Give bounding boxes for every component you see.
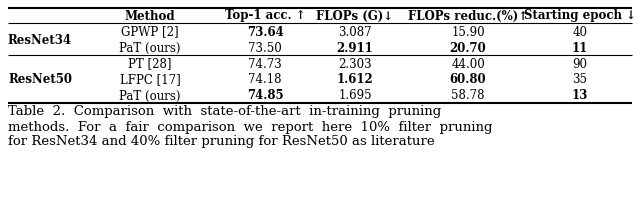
Text: FLOPs reduc.(%)↑: FLOPs reduc.(%)↑: [408, 9, 528, 22]
Text: 58.78: 58.78: [451, 89, 484, 102]
Text: 2.303: 2.303: [338, 57, 372, 70]
Text: ResNet50: ResNet50: [8, 73, 72, 86]
Text: FLOPs (G)↓: FLOPs (G)↓: [316, 9, 394, 22]
Text: 3.087: 3.087: [338, 25, 372, 38]
Text: PaT (ours): PaT (ours): [119, 41, 180, 54]
Text: 73.64: 73.64: [246, 25, 284, 38]
Text: 2.911: 2.911: [337, 41, 373, 54]
Text: 40: 40: [573, 25, 588, 38]
Text: PT [28]: PT [28]: [128, 57, 172, 70]
Text: Starting epoch ↓: Starting epoch ↓: [524, 9, 636, 22]
Text: 20.70: 20.70: [450, 41, 486, 54]
Text: 60.80: 60.80: [450, 73, 486, 86]
Text: GPWP [2]: GPWP [2]: [121, 25, 179, 38]
Text: 13: 13: [572, 89, 588, 102]
Text: 35: 35: [573, 73, 588, 86]
Text: PaT (ours): PaT (ours): [119, 89, 180, 102]
Text: ResNet34: ResNet34: [8, 33, 72, 46]
Text: Method: Method: [125, 9, 175, 22]
Text: 74.18: 74.18: [248, 73, 282, 86]
Text: 11: 11: [572, 41, 588, 54]
Text: 74.85: 74.85: [246, 89, 284, 102]
Text: 15.90: 15.90: [451, 25, 485, 38]
Text: for ResNet34 and 40% filter pruning for ResNet50 as literature: for ResNet34 and 40% filter pruning for …: [8, 135, 435, 148]
Text: 73.50: 73.50: [248, 41, 282, 54]
Text: 44.00: 44.00: [451, 57, 485, 70]
Text: 74.73: 74.73: [248, 57, 282, 70]
Text: Top-1 acc. ↑: Top-1 acc. ↑: [225, 9, 305, 22]
Text: 90: 90: [573, 57, 588, 70]
Text: 1.612: 1.612: [337, 73, 373, 86]
Text: 1.695: 1.695: [338, 89, 372, 102]
Text: LFPC [17]: LFPC [17]: [120, 73, 180, 86]
Text: Table  2.  Comparison  with  state-of-the-art  in-training  pruning: Table 2. Comparison with state-of-the-ar…: [8, 105, 441, 118]
Text: methods.  For  a  fair  comparison  we  report  here  10%  filter  pruning: methods. For a fair comparison we report…: [8, 120, 493, 133]
